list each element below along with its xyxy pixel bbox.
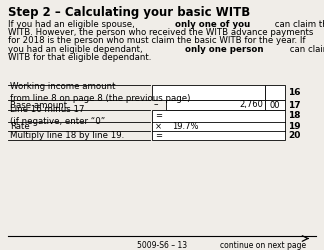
Bar — [265, 100, 285, 110]
Text: you had an eligible dependant,: you had an eligible dependant, — [8, 44, 145, 54]
Text: can claim the basic: can claim the basic — [286, 44, 324, 54]
Text: 2,760: 2,760 — [239, 100, 263, 110]
Text: –: – — [154, 100, 158, 110]
Text: 17: 17 — [288, 100, 301, 110]
Text: 18: 18 — [288, 112, 300, 120]
Text: Line 16 minus 17: Line 16 minus 17 — [10, 106, 85, 114]
Text: WITB. However, the person who received the WITB advance payments: WITB. However, the person who received t… — [8, 28, 313, 37]
Bar — [265, 85, 285, 100]
Text: 16: 16 — [288, 88, 300, 97]
Text: 19.7%: 19.7% — [172, 122, 199, 131]
Bar — [152, 85, 265, 100]
Text: If you had an eligible spouse,: If you had an eligible spouse, — [8, 20, 137, 29]
Text: only one of you: only one of you — [175, 20, 250, 29]
Text: 19: 19 — [288, 122, 301, 131]
Text: only one person: only one person — [185, 44, 264, 54]
Text: ×: × — [155, 122, 162, 131]
Text: Multiply line 18 by line 19.: Multiply line 18 by line 19. — [10, 131, 124, 140]
Text: Working income amount: Working income amount — [10, 82, 115, 91]
Text: can claim the basic: can claim the basic — [272, 20, 324, 29]
Text: Step 2 – Calculating your basic WITB: Step 2 – Calculating your basic WITB — [8, 6, 250, 19]
Text: 5009-S6 – 13: 5009-S6 – 13 — [137, 241, 187, 250]
Text: Rate: Rate — [10, 122, 30, 131]
Text: for 2018 is the person who must claim the basic WITB for the year. If: for 2018 is the person who must claim th… — [8, 36, 306, 46]
Text: 20: 20 — [288, 131, 300, 140]
Text: continue on next page: continue on next page — [220, 241, 306, 250]
Bar — [166, 100, 265, 110]
Text: =: = — [155, 112, 162, 120]
Text: Base amount: Base amount — [10, 100, 67, 110]
Bar — [152, 110, 285, 140]
Text: 00: 00 — [270, 100, 280, 110]
Text: WITB for that eligible dependant.: WITB for that eligible dependant. — [8, 53, 151, 62]
Text: =: = — [155, 131, 162, 140]
Text: (if negative, enter “0”: (if negative, enter “0” — [10, 118, 105, 126]
Text: from line 8 on page 8 (the previous page): from line 8 on page 8 (the previous page… — [10, 94, 191, 103]
